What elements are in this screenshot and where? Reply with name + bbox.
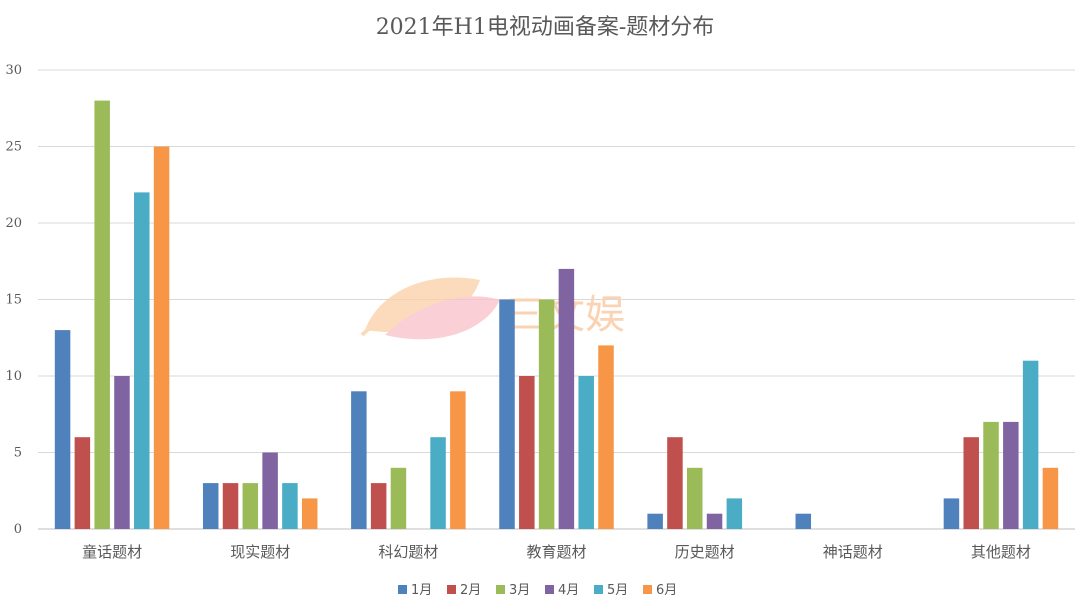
bar-4-4 (558, 268, 575, 529)
watermark: 三文娱 (360, 277, 625, 340)
bar-4-2 (519, 376, 535, 529)
x-category-label: 现实题材 (230, 543, 290, 561)
bar-1-6 (153, 146, 170, 529)
y-tick-label: 15 (5, 293, 22, 308)
y-tick-label: 30 (5, 63, 22, 78)
legend-label: 5月 (607, 583, 628, 598)
legend-swatch (447, 585, 456, 594)
y-axis: 0 5 10 15 20 25 30 (5, 63, 22, 537)
chart-title: 2021年H1电视动画备案-题材分布 (376, 15, 715, 40)
x-category-label: 科幻题材 (378, 543, 438, 561)
bar-3-3 (390, 467, 407, 529)
bar-5-2 (667, 437, 683, 529)
legend-label: 3月 (509, 583, 530, 598)
bar-3-2 (370, 483, 387, 529)
x-category-label: 其他题材 (971, 543, 1031, 561)
legend-label: 4月 (558, 583, 579, 598)
bar-3-5 (430, 437, 446, 529)
legend-label: 6月 (656, 583, 677, 598)
x-category-label: 教育题材 (526, 543, 586, 561)
bars (54, 100, 1059, 529)
bar-7-5 (1022, 360, 1039, 529)
legend-swatch (594, 585, 603, 594)
bar-7-6 (1042, 467, 1059, 529)
bar-5-5 (726, 498, 743, 529)
bar-7-2 (963, 437, 979, 529)
y-tick-label: 10 (5, 369, 22, 384)
bar-4-3 (538, 299, 555, 529)
bar-6-1 (795, 513, 812, 529)
x-axis: 童话题材 现实题材 科幻题材 教育题材 历史题材 神话题材 其他题材 (82, 543, 1031, 561)
y-tick-label: 20 (5, 216, 22, 231)
bar-3-1 (351, 391, 367, 529)
bar-1-3 (94, 100, 110, 529)
legend-label: 1月 (411, 583, 432, 598)
legend-swatch (398, 585, 407, 594)
legend-label: 2月 (460, 583, 481, 598)
legend-swatch (643, 585, 652, 594)
bar-2-5 (282, 483, 298, 529)
bar-2-4 (262, 452, 278, 529)
bar-7-1 (943, 498, 960, 529)
gridlines (38, 69, 1075, 530)
bar-2-6 (301, 498, 318, 529)
bar-2-1 (202, 483, 219, 529)
bar-4-5 (578, 376, 594, 529)
bar-1-4 (114, 376, 130, 529)
bar-4-6 (598, 345, 614, 529)
x-category-label: 神话题材 (823, 543, 883, 561)
bar-5-4 (706, 513, 723, 529)
y-tick-label: 5 (14, 446, 22, 461)
y-tick-label: 0 (14, 522, 22, 537)
bar-7-3 (983, 421, 999, 529)
bar-5-1 (647, 513, 663, 529)
bar-5-3 (686, 467, 703, 529)
bar-2-2 (222, 483, 239, 529)
x-category-label: 历史题材 (675, 543, 735, 561)
bar-2-3 (242, 483, 259, 529)
legend-swatch (496, 585, 505, 594)
bar-4-1 (499, 299, 515, 529)
watermark-leaf-icon (360, 277, 500, 340)
x-category-label: 童话题材 (82, 543, 142, 561)
bar-1-1 (54, 330, 71, 529)
bar-7-4 (1003, 421, 1019, 529)
bar-1-2 (74, 437, 91, 529)
bar-3-6 (450, 391, 466, 529)
bar-1-5 (134, 192, 150, 529)
y-tick-label: 25 (5, 140, 22, 155)
legend: 1月 2月 3月 4月 5月 6月 (398, 583, 677, 598)
legend-swatch (545, 585, 554, 594)
